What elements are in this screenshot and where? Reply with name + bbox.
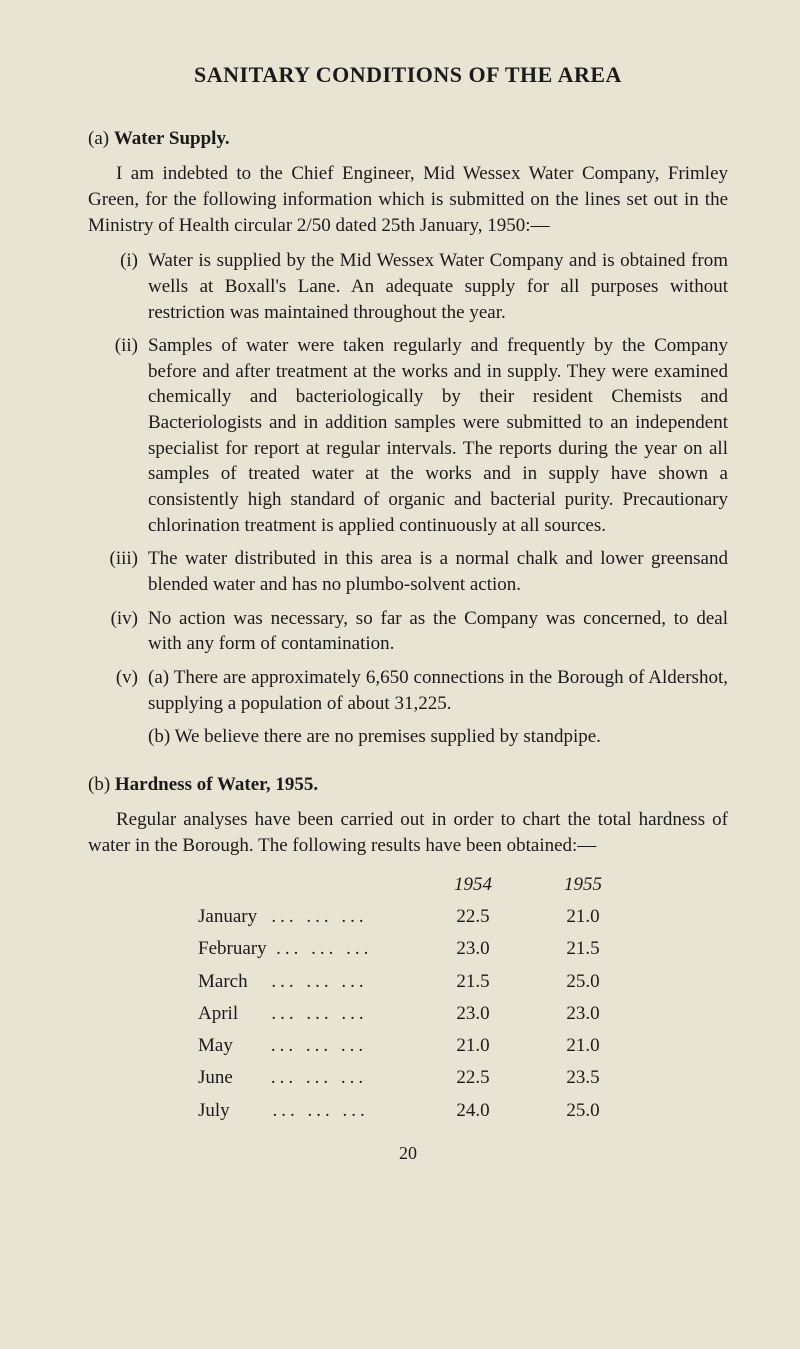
cell-1955: 25.0 <box>528 966 638 998</box>
page-title: SANITARY CONDITIONS OF THE AREA <box>88 60 728 90</box>
cell-1954: 21.5 <box>418 966 528 998</box>
cell-1954: 21.0 <box>418 1030 528 1062</box>
sub-marker: (b) <box>148 726 170 747</box>
list-item: (ii) Samples of water were taken regular… <box>88 333 728 538</box>
list-body: Samples of water were taken regularly an… <box>148 333 728 538</box>
section-b-intro: Regular analyses have been carried out i… <box>88 807 728 858</box>
list-marker: (iii) <box>88 546 148 597</box>
list-item: (i) Water is supplied by the Mid Wessex … <box>88 248 728 325</box>
list-item-v-b: (b) We believe there are no premises sup… <box>88 724 728 750</box>
table-row: January ... ... ... 22.5 21.0 <box>198 901 728 933</box>
list-body: Water is supplied by the Mid Wessex Wate… <box>148 248 728 325</box>
col-1955: 1955 <box>528 869 638 901</box>
section-b: (b) Hardness of Water, 1955. Regular ana… <box>88 772 728 1127</box>
table-row: April ... ... ... 23.0 23.0 <box>198 998 728 1030</box>
list-marker-spacer <box>88 724 148 750</box>
section-b-heading-line: (b) Hardness of Water, 1955. <box>88 772 728 798</box>
cell-month: April ... ... ... <box>198 998 418 1030</box>
cell-1955: 23.5 <box>528 1062 638 1094</box>
sub-text: There are approximately 6,650 connection… <box>148 667 728 714</box>
table-row: June ... ... ... 22.5 23.5 <box>198 1062 728 1094</box>
section-a-heading-line: (a) Water Supply. <box>88 126 728 152</box>
cell-month: March ... ... ... <box>198 966 418 998</box>
cell-1954: 23.0 <box>418 933 528 965</box>
cell-1954: 23.0 <box>418 998 528 1030</box>
sub-marker: (a) <box>148 667 169 688</box>
cell-1955: 21.0 <box>528 901 638 933</box>
cell-month: February ... ... ... <box>198 933 418 965</box>
section-b-heading: Hardness of Water, 1955. <box>115 774 318 795</box>
list-body: No action was necessary, so far as the C… <box>148 606 728 657</box>
cell-1954: 24.0 <box>418 1095 528 1127</box>
col-1954: 1954 <box>418 869 528 901</box>
cell-1955: 25.0 <box>528 1095 638 1127</box>
list-marker: (v) <box>88 665 148 716</box>
list-marker: (iv) <box>88 606 148 657</box>
cell-month: July ... ... ... <box>198 1095 418 1127</box>
hardness-table: 1954 1955 January ... ... ... 22.5 21.0 … <box>198 869 728 1127</box>
col-spacer <box>198 869 418 901</box>
table-header: 1954 1955 <box>198 869 728 901</box>
section-a-intro: I am indebted to the Chief Engineer, Mid… <box>88 161 728 238</box>
section-a-heading: Water Supply. <box>114 128 230 149</box>
list-body: The water distributed in this area is a … <box>148 546 728 597</box>
cell-1954: 22.5 <box>418 901 528 933</box>
sub-text: We believe there are no premises supplie… <box>175 726 601 747</box>
list-marker: (i) <box>88 248 148 325</box>
list-item-v: (v) (a) There are approximately 6,650 co… <box>88 665 728 716</box>
table-row: March ... ... ... 21.5 25.0 <box>198 966 728 998</box>
table-row: July ... ... ... 24.0 25.0 <box>198 1095 728 1127</box>
cell-1955: 21.0 <box>528 1030 638 1062</box>
page-number: 20 <box>88 1141 728 1165</box>
cell-month: January ... ... ... <box>198 901 418 933</box>
list-item: (iii) The water distributed in this area… <box>88 546 728 597</box>
section-a-label: (a) <box>88 128 109 149</box>
table-row: February ... ... ... 23.0 21.5 <box>198 933 728 965</box>
list-item: (iv) No action was necessary, so far as … <box>88 606 728 657</box>
table-row: May ... ... ... 21.0 21.0 <box>198 1030 728 1062</box>
cell-1955: 21.5 <box>528 933 638 965</box>
cell-1955: 23.0 <box>528 998 638 1030</box>
cell-month: May ... ... ... <box>198 1030 418 1062</box>
list-body: (b) We believe there are no premises sup… <box>148 724 728 750</box>
cell-month: June ... ... ... <box>198 1062 418 1094</box>
section-b-label: (b) <box>88 774 110 795</box>
cell-1954: 22.5 <box>418 1062 528 1094</box>
section-a: (a) Water Supply. I am indebted to the C… <box>88 126 728 750</box>
list-body: (a) There are approximately 6,650 connec… <box>148 665 728 716</box>
list-marker: (ii) <box>88 333 148 538</box>
